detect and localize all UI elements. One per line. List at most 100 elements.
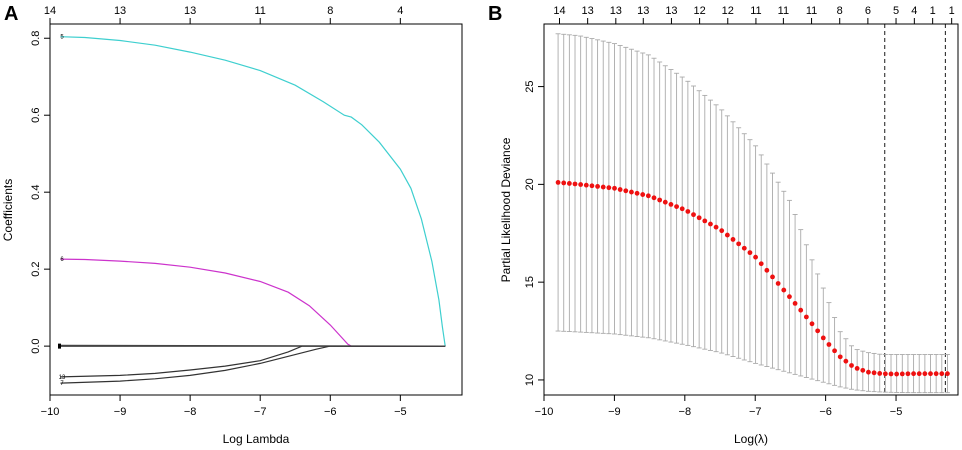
coef-line-13 [60,345,446,378]
x-tick-label: −6 [324,406,337,418]
deviance-point [871,370,877,376]
y-tick-label: 15 [524,276,536,288]
deviance-point [583,182,589,188]
top-tick-label: 13 [114,5,126,17]
deviance-point [561,180,567,186]
coef-line-7 [60,345,446,384]
coef-line-6 [60,258,446,347]
deviance-point [832,348,837,354]
panel-b-reference-lines [884,24,946,395]
x-tick-label: −5 [890,406,903,418]
deviance-point [600,184,606,190]
deviance-point [578,182,584,187]
y-tick-label: 0.2 [30,262,42,277]
deviance-point [803,314,809,320]
x-tick-label: −9 [114,406,127,418]
top-tick-label: 11 [750,5,761,17]
deviance-point [623,188,629,194]
top-tick-label: 14 [553,5,565,17]
top-tick-label: 8 [837,5,843,17]
deviance-point [730,237,736,242]
deviance-point [939,371,945,377]
x-tick-label: −7 [254,406,267,418]
deviance-point [911,371,916,377]
deviance-point [843,358,849,364]
top-tick-label: 1 [930,5,936,17]
deviance-point [674,204,679,209]
deviance-point [696,215,702,221]
deviance-point [651,195,657,201]
deviance-point [747,250,753,256]
coef-line-2 [60,344,446,347]
deviance-point [685,209,691,214]
deviance-point [753,254,758,260]
y-tick-label: 0.0 [30,338,42,353]
deviance-point [741,245,747,251]
top-tick-label: 6 [865,5,871,17]
deviance-point [724,232,730,238]
deviance-point [629,189,634,195]
x-tick-label: −8 [679,406,692,418]
panel-a-x-label: Log Lambda [223,432,290,446]
deviance-point [781,287,787,293]
top-tick-label: 13 [610,5,622,17]
deviance-point [775,281,781,286]
deviance-point [640,192,646,197]
panel-a-y-axis: 0.0 0.2 0.4 0.6 0.8 [30,31,50,354]
y-tick-label: 0.4 [30,185,42,200]
top-tick-label: 13 [582,5,594,17]
deviance-point [645,193,651,199]
deviance-point [945,371,950,377]
deviance-point [719,228,725,234]
y-tick-label: 0.8 [30,31,42,46]
deviance-point [877,371,883,376]
y-tick-label: 10 [524,374,536,386]
top-tick-label: 11 [254,5,265,17]
top-tick-label: 12 [693,5,705,17]
x-tick-label: −10 [41,406,60,418]
panel-b-x-label: Log(λ) [734,432,768,446]
panel-b-points [555,180,950,377]
panel-a: −10 −9 −8 −7 −6 −5 0.0 0.2 0.4 0.6 0.8 14 13 13 11 8 4… [1,5,463,446]
deviance-point [691,212,696,218]
deviance-point [899,371,905,377]
top-tick-label: 13 [637,5,649,17]
deviance-point [612,185,617,191]
panel-b-letter: B [488,3,502,25]
line-label-7: 7 [60,381,64,387]
deviance-point [815,328,821,334]
deviance-point [679,206,685,212]
top-tick-label: 1 [949,5,955,17]
panel-b-top-labels: 14 13 13 13 13 12 12 11 11 11 8 6 5 4 1 1 [553,5,955,24]
deviance-point [888,371,894,377]
top-tick-label: 13 [184,5,196,17]
deviance-point [905,371,911,377]
deviance-point [764,267,770,273]
y-tick-label: 20 [524,178,536,190]
top-tick-label: 12 [722,5,734,17]
deviance-point [617,187,623,192]
line-label-6: 6 [60,257,64,263]
panel-a-plot-frame [49,23,463,396]
top-tick-label: 11 [778,5,789,17]
deviance-point [798,307,804,313]
deviance-point [713,224,719,230]
top-tick-label: 13 [665,5,677,17]
top-tick-label: 8 [327,5,333,17]
top-tick-label: 4 [397,5,403,17]
y-tick-label: 25 [524,80,536,92]
panel-a-letter: A [4,3,18,25]
top-tick-label: 4 [911,5,917,17]
deviance-point [595,184,600,189]
deviance-point [770,274,775,280]
top-tick-label: 5 [893,5,899,17]
x-tick-label: −7 [749,406,762,418]
x-tick-label: −10 [535,406,554,418]
x-tick-label: −9 [608,406,621,418]
deviance-point [928,371,933,377]
deviance-point [849,363,854,368]
panel-a-series-group [60,36,446,384]
deviance-point [860,367,866,373]
panel-b-plot-frame [543,23,959,396]
